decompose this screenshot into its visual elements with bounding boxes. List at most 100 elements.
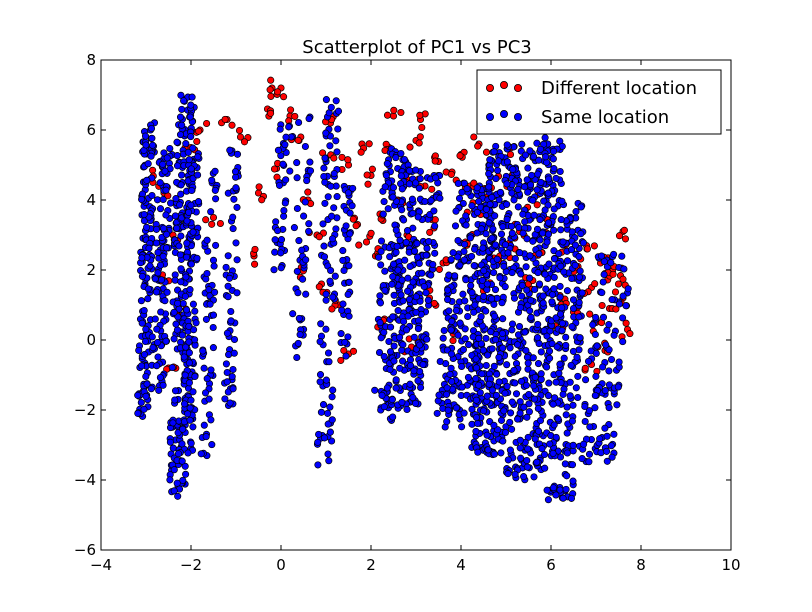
- data-point-same-location: [380, 403, 388, 411]
- x-tick-label: 8: [636, 556, 646, 574]
- data-point-different-location: [418, 123, 426, 132]
- data-point-same-location: [375, 348, 384, 357]
- data-point-same-location: [546, 354, 554, 362]
- data-point-same-location: [518, 281, 526, 289]
- data-point-same-location: [209, 311, 218, 319]
- legend-label: Same location: [541, 107, 669, 128]
- data-point-same-location: [575, 298, 583, 307]
- data-point-same-location: [520, 403, 528, 411]
- data-point-same-location: [544, 189, 552, 197]
- data-point-same-location: [602, 341, 610, 349]
- data-point-same-location: [396, 236, 404, 244]
- data-point-same-location: [484, 446, 492, 454]
- data-point-same-location: [608, 453, 616, 461]
- data-point-same-location: [511, 470, 519, 478]
- data-point-same-location: [186, 286, 194, 294]
- data-point-same-location: [188, 93, 196, 101]
- data-point-same-location: [508, 229, 516, 237]
- data-point-same-location: [280, 212, 288, 220]
- data-point-same-location: [563, 472, 571, 480]
- data-point-same-location: [295, 237, 303, 245]
- data-point-same-location: [489, 225, 497, 233]
- data-point-same-location: [592, 372, 600, 380]
- data-point-same-location: [422, 251, 430, 259]
- data-point-same-location: [501, 428, 510, 437]
- data-point-different-location: [274, 88, 282, 96]
- data-point-different-location: [365, 140, 373, 148]
- data-point-same-location: [529, 354, 537, 362]
- data-point-different-location: [338, 153, 346, 161]
- data-point-same-location: [147, 385, 155, 393]
- data-point-same-location: [324, 450, 332, 458]
- data-point-same-location: [331, 272, 339, 280]
- data-point-same-location: [531, 285, 539, 294]
- data-point-same-location: [501, 389, 509, 397]
- data-point-same-location: [526, 274, 534, 282]
- data-point-same-location: [568, 323, 576, 331]
- data-point-same-location: [568, 417, 576, 425]
- data-point-same-location: [545, 379, 553, 387]
- data-point-same-location: [322, 296, 330, 304]
- data-point-same-location: [504, 470, 512, 478]
- data-point-same-location: [332, 97, 340, 105]
- data-point-same-location: [557, 226, 565, 234]
- data-point-same-location: [485, 219, 493, 227]
- data-point-same-location: [224, 293, 232, 301]
- data-point-same-location: [319, 220, 327, 228]
- legend-marker: [485, 84, 494, 93]
- data-point-same-location: [416, 341, 424, 349]
- data-point-same-location: [615, 358, 623, 366]
- data-point-same-location: [159, 252, 167, 260]
- plot-frame: [100, 59, 732, 551]
- data-point-same-location: [535, 156, 543, 164]
- data-point-same-location: [480, 292, 488, 300]
- data-point-same-location: [279, 160, 287, 168]
- data-point-same-location: [296, 331, 304, 339]
- data-point-same-location: [448, 350, 456, 358]
- data-point-same-location: [385, 337, 393, 346]
- data-point-same-location: [576, 267, 584, 275]
- data-point-same-location: [618, 252, 626, 260]
- data-point-same-location: [162, 186, 170, 194]
- data-point-same-location: [398, 398, 406, 406]
- data-point-same-location: [468, 289, 476, 297]
- data-point-different-location: [428, 185, 436, 193]
- data-point-different-location: [586, 310, 594, 318]
- data-point-same-location: [321, 154, 329, 162]
- data-point-same-location: [228, 373, 236, 381]
- data-point-same-location: [575, 313, 583, 321]
- data-point-different-location: [193, 137, 201, 146]
- data-point-different-location: [337, 356, 345, 364]
- data-point-same-location: [186, 416, 194, 424]
- data-point-same-location: [140, 210, 148, 219]
- data-point-same-location: [578, 289, 586, 297]
- data-point-same-location: [160, 149, 168, 157]
- data-point-same-location: [465, 341, 473, 349]
- x-tick-label: 4: [456, 556, 466, 574]
- data-point-same-location: [156, 205, 165, 213]
- data-point-same-location: [188, 186, 196, 195]
- data-point-same-location: [173, 479, 181, 487]
- data-point-same-location: [221, 395, 229, 403]
- data-point-same-location: [490, 450, 498, 458]
- data-point-different-location: [626, 330, 634, 338]
- data-point-same-location: [294, 339, 302, 347]
- data-point-same-location: [416, 367, 424, 376]
- data-point-same-location: [461, 325, 469, 333]
- data-point-same-location: [577, 203, 585, 211]
- data-point-same-location: [533, 458, 541, 466]
- data-point-different-location: [598, 301, 606, 310]
- data-point-same-location: [185, 156, 193, 164]
- data-point-same-location: [472, 364, 481, 372]
- data-point-same-location: [392, 154, 400, 162]
- data-point-same-location: [514, 415, 522, 423]
- data-point-same-location: [516, 436, 524, 444]
- data-point-same-location: [339, 256, 347, 264]
- data-point-same-location: [325, 457, 333, 465]
- data-point-same-location: [511, 352, 519, 361]
- data-point-same-location: [169, 419, 177, 427]
- data-point-different-location: [470, 133, 478, 141]
- data-point-same-location: [180, 400, 189, 408]
- data-point-same-location: [546, 440, 554, 448]
- data-point-different-location: [251, 260, 259, 268]
